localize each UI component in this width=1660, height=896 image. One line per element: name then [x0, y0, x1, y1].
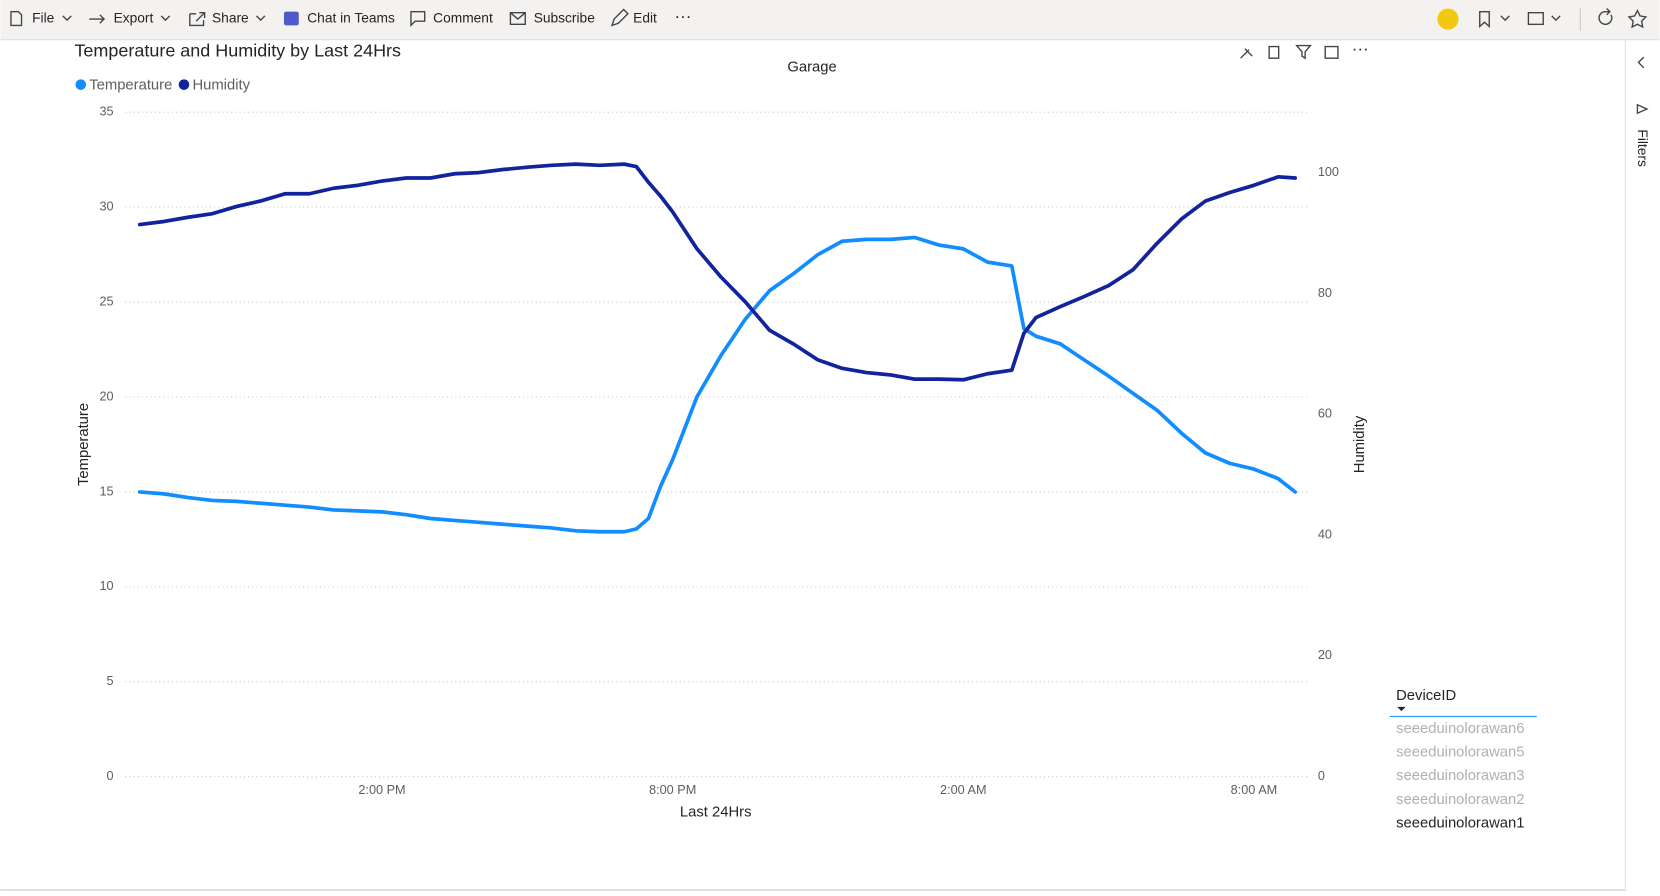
x-tick-label: 2:00 PM: [358, 783, 405, 797]
file-icon: [10, 10, 23, 27]
teams-icon: [283, 11, 299, 26]
slicer-list: seeeduinolorawan6 seeeduinolorawan5 seeedu…: [1396, 721, 1524, 831]
y-tick-label: 5: [107, 674, 114, 688]
filter-pane-icon: [1636, 103, 1649, 115]
edit-icon: [610, 8, 629, 27]
y2-tick-label: 0: [1318, 769, 1325, 783]
slicer-item[interactable]: seeeduinolorawan2: [1396, 792, 1524, 808]
chart-subtitle: Garage: [787, 60, 836, 76]
more-icon[interactable]: ···: [674, 6, 691, 25]
bookmark-icon[interactable]: [1479, 10, 1490, 28]
x-tick-label: 2:00 AM: [940, 783, 987, 797]
y2-tick-label: 40: [1318, 527, 1332, 541]
chevron: [255, 15, 266, 22]
view-icon[interactable]: [1527, 12, 1544, 26]
plot-area: 0 5 10 15 20 25 30 35 0 20 40 60 80 100 2:00 PM 8:00 PM…: [75, 78, 1339, 797]
toolbar-button[interactable]: Chat in Teams: [307, 11, 395, 26]
y-tick-label: 30: [99, 199, 113, 213]
pin-icon[interactable]: [1240, 48, 1253, 59]
legend-marker: [178, 79, 190, 90]
toolbar-button[interactable]: Share: [212, 11, 249, 26]
toolbar: [0, 0, 1660, 40]
toolbar-button[interactable]: Edit: [633, 11, 657, 26]
copy-icon[interactable]: [1268, 45, 1280, 59]
share-icon: [189, 12, 206, 27]
reset-icon[interactable]: [1437, 8, 1459, 30]
legend-marker: [75, 79, 87, 90]
chevron: [62, 15, 72, 22]
collapse-icon[interactable]: [1637, 56, 1645, 69]
toolbar-button[interactable]: Comment: [433, 11, 493, 26]
y-tick-label: 10: [99, 579, 113, 593]
legend-label[interactable]: Humidity: [192, 78, 250, 94]
y-tick-label: 25: [99, 294, 113, 308]
toolbar-button[interactable]: Export: [114, 11, 154, 26]
y2-tick-label: 60: [1318, 407, 1332, 421]
refresh-icon[interactable]: [1598, 7, 1613, 25]
x-tick-label: 8:00 PM: [649, 783, 696, 797]
filter-icon[interactable]: [1295, 44, 1312, 60]
y-axis-title: Temperature: [76, 403, 92, 486]
chevron: [160, 15, 171, 22]
y-tick-label: 20: [99, 389, 113, 403]
legend-label[interactable]: Temperature: [89, 78, 172, 94]
toolbar-button[interactable]: Subscribe: [534, 11, 595, 26]
filters-label[interactable]: Filters: [1635, 129, 1650, 167]
slicer-item[interactable]: seeeduinolorawan1: [1396, 815, 1524, 831]
y-tick-label: 35: [99, 105, 113, 119]
sort-icon[interactable]: [1397, 706, 1406, 712]
slicer-title: DeviceID: [1396, 688, 1456, 704]
comment-icon: [410, 10, 426, 28]
y-tick-label: 0: [107, 769, 114, 783]
y2-tick-label: 100: [1318, 165, 1339, 179]
x-tick-label: 8:00 AM: [1231, 783, 1278, 797]
series-line: [137, 235, 1298, 534]
subscribe-icon: [509, 12, 526, 26]
chevron: [1500, 15, 1561, 22]
y2-tick-label: 20: [1318, 648, 1332, 662]
series-line: [137, 162, 1298, 382]
chart-title: Temperature and Humidity by Last 24Hrs: [74, 41, 401, 61]
slicer-item[interactable]: seeeduinolorawan6: [1396, 721, 1524, 737]
slicer-item[interactable]: seeeduinolorawan5: [1396, 745, 1524, 761]
toolbar-items: File Export Share Chat in Teams Comment Subsc…: [32, 11, 657, 26]
y-tick-label: 15: [99, 484, 113, 498]
y2-tick-label: 80: [1318, 286, 1332, 300]
y2-axis-title: Humidity: [1352, 415, 1368, 473]
more-options[interactable]: ···: [1352, 39, 1369, 58]
focus-icon[interactable]: [1324, 45, 1339, 59]
slicer-item[interactable]: seeeduinolorawan3: [1396, 768, 1524, 784]
toolbar-button[interactable]: File: [32, 11, 55, 26]
x-axis-title: Last 24Hrs: [680, 805, 752, 821]
favorite-icon[interactable]: [1627, 9, 1648, 29]
export-icon: [89, 14, 106, 24]
